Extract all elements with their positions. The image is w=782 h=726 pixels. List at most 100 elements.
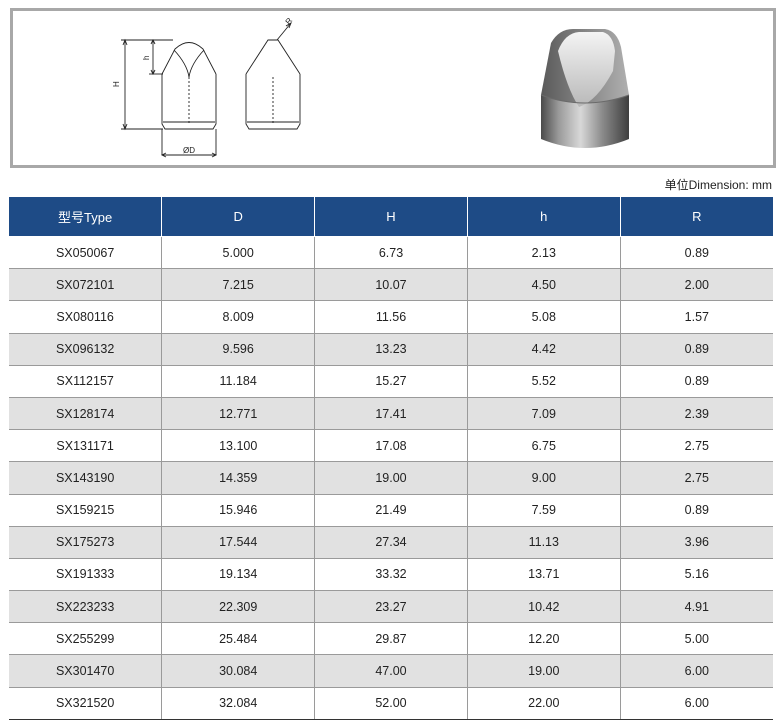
cell-d: 32.084 <box>161 687 316 720</box>
cell-r: 0.89 <box>620 365 773 398</box>
cell-type: SX223233 <box>9 590 163 624</box>
column-header-type: 型号Type <box>9 197 163 237</box>
cell-type: SX159215 <box>9 494 163 527</box>
cell-h-dome: 9.00 <box>467 461 621 495</box>
cell-h-dome: 5.52 <box>467 365 621 398</box>
cell-d: 15.946 <box>161 494 316 527</box>
cell-r: 5.00 <box>620 622 773 656</box>
cell-type: SX080116 <box>9 300 163 334</box>
cell-d: 14.359 <box>161 461 316 495</box>
cell-h-total: 23.27 <box>314 590 468 624</box>
cell-d: 22.309 <box>161 590 316 624</box>
cell-h-dome: 6.75 <box>467 429 621 463</box>
cell-d: 7.215 <box>161 268 316 302</box>
cell-r: 6.00 <box>620 654 773 688</box>
cell-h-dome: 10.42 <box>467 590 621 624</box>
cell-h-dome: 4.42 <box>467 333 621 366</box>
cell-r: 2.75 <box>620 429 773 463</box>
cell-type: SX096132 <box>9 333 163 366</box>
cell-d: 8.009 <box>161 300 316 334</box>
cell-h-dome: 5.08 <box>467 300 621 334</box>
cell-h-total: 21.49 <box>314 494 468 527</box>
cell-h-total: 33.32 <box>314 558 468 592</box>
product-figure-panel: H h ØD R <box>10 8 776 168</box>
cell-h-total: 15.27 <box>314 365 468 398</box>
table-header-row: 型号Type D H h R <box>9 197 773 237</box>
cell-d: 13.100 <box>161 429 316 463</box>
cell-type: SX112157 <box>9 365 163 398</box>
table-row: SX072101 7.215 10.07 4.50 2.00 <box>9 268 773 302</box>
cell-r: 3.96 <box>620 526 773 559</box>
specification-table: 型号Type D H h R SX050067 5.000 6.73 2.13 0.89… <box>9 197 773 720</box>
cell-h-dome: 19.00 <box>467 654 621 688</box>
table-row: SX096132 9.596 13.23 4.42 0.89 <box>9 333 773 366</box>
cell-r: 2.00 <box>620 268 773 302</box>
table-row: SX175273 17.544 27.34 11.13 3.96 <box>9 526 773 559</box>
dimension-label-R: R <box>284 16 295 26</box>
cell-r: 1.57 <box>620 300 773 334</box>
front-view-drawing <box>121 38 218 158</box>
cell-h-total: 11.56 <box>314 300 468 334</box>
table-row: SX080116 8.009 11.56 5.08 1.57 <box>9 300 773 334</box>
dimension-label-D: ØD <box>183 146 195 155</box>
side-view-drawing <box>245 21 301 130</box>
cell-type: SX143190 <box>9 461 163 495</box>
table-row: SX131171 13.100 17.08 6.75 2.75 <box>9 429 773 463</box>
cell-h-dome: 7.09 <box>467 397 621 431</box>
cell-type: SX321520 <box>9 687 163 720</box>
cell-r: 0.89 <box>620 333 773 366</box>
column-header-h-dome: h <box>466 197 621 237</box>
column-header-h-total: H <box>314 197 468 237</box>
table-body: SX050067 5.000 6.73 2.13 0.89 SX072101 7.215 10… <box>9 236 773 720</box>
cell-type: SX131171 <box>9 429 163 463</box>
table-row: SX321520 32.084 52.00 22.00 6.00 <box>9 687 773 720</box>
cell-r: 5.16 <box>620 558 773 592</box>
table-row: SX143190 14.359 19.00 9.00 2.75 <box>9 461 773 495</box>
cell-h-total: 6.73 <box>314 236 468 270</box>
cell-h-total: 19.00 <box>314 461 468 495</box>
cell-h-total: 29.87 <box>314 622 468 656</box>
cell-d: 9.596 <box>161 333 316 366</box>
cell-h-dome: 13.71 <box>467 558 621 592</box>
cell-r: 2.39 <box>620 397 773 431</box>
cell-d: 11.184 <box>161 365 316 398</box>
cell-h-total: 17.08 <box>314 429 468 463</box>
cell-d: 12.771 <box>161 397 316 431</box>
cell-d: 30.084 <box>161 654 316 688</box>
cell-d: 25.484 <box>161 622 316 656</box>
table-row: SX191333 19.134 33.32 13.71 5.16 <box>9 558 773 592</box>
table-row: SX112157 11.184 15.27 5.52 0.89 <box>9 365 773 398</box>
cell-h-total: 47.00 <box>314 654 468 688</box>
cell-h-total: 52.00 <box>314 687 468 720</box>
table-row: SX050067 5.000 6.73 2.13 0.89 <box>9 236 773 270</box>
cell-type: SX301470 <box>9 654 163 688</box>
cell-d: 19.134 <box>161 558 316 592</box>
cell-r: 2.75 <box>620 461 773 495</box>
cell-type: SX175273 <box>9 526 163 559</box>
cell-d: 17.544 <box>161 526 316 559</box>
cell-type: SX191333 <box>9 558 163 592</box>
cell-h-total: 13.23 <box>314 333 468 366</box>
cell-h-dome: 7.59 <box>467 494 621 527</box>
table-row: SX128174 12.771 17.41 7.09 2.39 <box>9 397 773 431</box>
cell-type: SX128174 <box>9 397 163 431</box>
cell-h-dome: 22.00 <box>467 687 621 720</box>
column-header-d: D <box>161 197 316 237</box>
unit-note: 单位Dimension: mm <box>664 178 772 192</box>
dimension-label-h: h <box>142 56 151 60</box>
cell-r: 0.89 <box>620 236 773 270</box>
cell-d: 5.000 <box>161 236 316 270</box>
cell-h-dome: 12.20 <box>467 622 621 656</box>
cell-type: SX255299 <box>9 622 163 656</box>
cell-h-dome: 2.13 <box>467 236 621 270</box>
table-row: SX301470 30.084 47.00 19.00 6.00 <box>9 654 773 688</box>
technical-drawing: H h ØD R <box>112 16 301 158</box>
cell-h-dome: 11.13 <box>467 526 621 559</box>
cell-type: SX050067 <box>9 236 163 270</box>
cell-r: 4.91 <box>620 590 773 624</box>
cell-type: SX072101 <box>9 268 163 302</box>
cell-h-total: 10.07 <box>314 268 468 302</box>
dimension-label-H: H <box>112 81 121 87</box>
cell-h-total: 17.41 <box>314 397 468 431</box>
column-header-r: R <box>619 197 773 237</box>
